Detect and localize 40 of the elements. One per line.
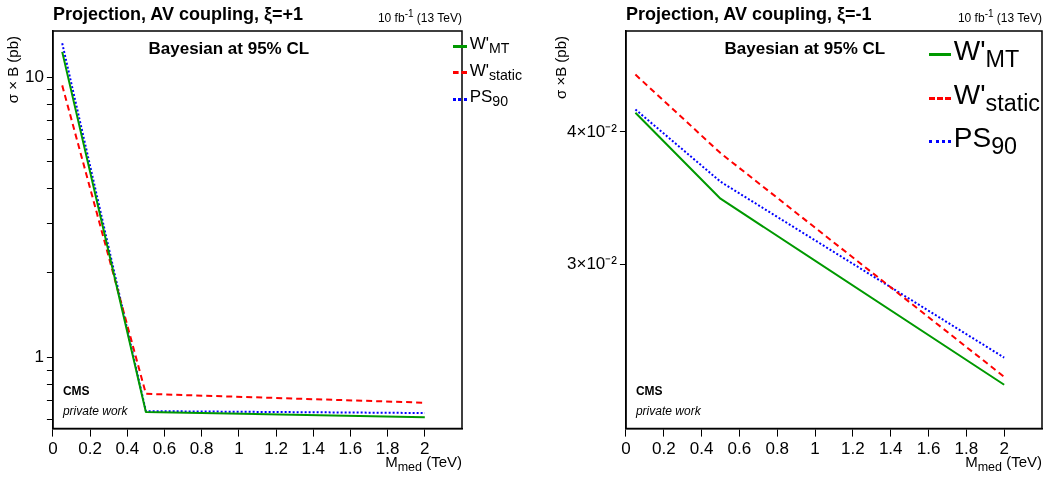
x-tick-label: 0.2	[78, 439, 102, 459]
x-tick-label: 1.2	[264, 439, 288, 459]
annotation: Bayesian at 95% CL	[148, 39, 310, 59]
x-tick-label: 0.4	[115, 439, 140, 459]
legend-label: PS$_{90}$	[469, 86, 509, 112]
x-tick-label: 0.6	[727, 439, 752, 459]
x-tick-label: 1.6	[338, 439, 363, 459]
legend-label: W'$_{static}$	[469, 59, 522, 86]
x-tick-label: 1.6	[916, 439, 941, 459]
chart-subtitle: 10 fb$^{-1}$ (13 TeV)	[957, 8, 1042, 25]
x-tick-label: 0	[48, 439, 58, 459]
chart-subtitle: 10 fb$^{-1}$ (13 TeV)	[377, 8, 462, 25]
x-tick-label: 0.8	[765, 439, 790, 459]
x-tick-label: 2	[999, 439, 1009, 459]
annotation: CMS	[62, 383, 90, 398]
annotation: private work	[62, 403, 128, 418]
x-tick-label: 0.8	[189, 439, 214, 459]
y-axis-title: σ × B (pb)	[4, 36, 21, 104]
x-tick-label: 1	[810, 439, 820, 459]
annotation: Bayesian at 95% CL	[724, 39, 886, 59]
x-tick-label: 0.2	[651, 439, 676, 459]
x-tick-label: 1.4	[301, 439, 326, 459]
annotation: private work	[635, 403, 701, 418]
legend-label: PS$_{90}$	[953, 121, 1018, 161]
legend-label: W'$_{MT}$	[953, 34, 1020, 74]
y-tick-label: 3×10⁻²	[567, 254, 618, 274]
x-tick-label: 1	[234, 439, 244, 459]
chart-title: Projection, AV coupling, ξ=-1	[625, 4, 872, 25]
x-tick-label: 1.4	[878, 439, 903, 459]
y-axis-title: σ ×B (pb)	[551, 36, 569, 100]
annotation: CMS	[635, 383, 663, 398]
legend-label: W'$_{static}$	[953, 77, 1040, 118]
x-tick-label: 0.4	[689, 439, 714, 459]
x-tick-label: 0.6	[152, 439, 177, 459]
x-tick-label: 1.2	[841, 439, 865, 459]
chart-title: Projection, AV coupling, ξ=+1	[52, 4, 303, 25]
y-tick-label: 4×10⁻²	[567, 121, 618, 141]
x-tick-label: 0	[621, 439, 631, 459]
legend-label: W'$_{MT}$	[469, 33, 510, 59]
y-tick-label: 10	[24, 66, 44, 86]
